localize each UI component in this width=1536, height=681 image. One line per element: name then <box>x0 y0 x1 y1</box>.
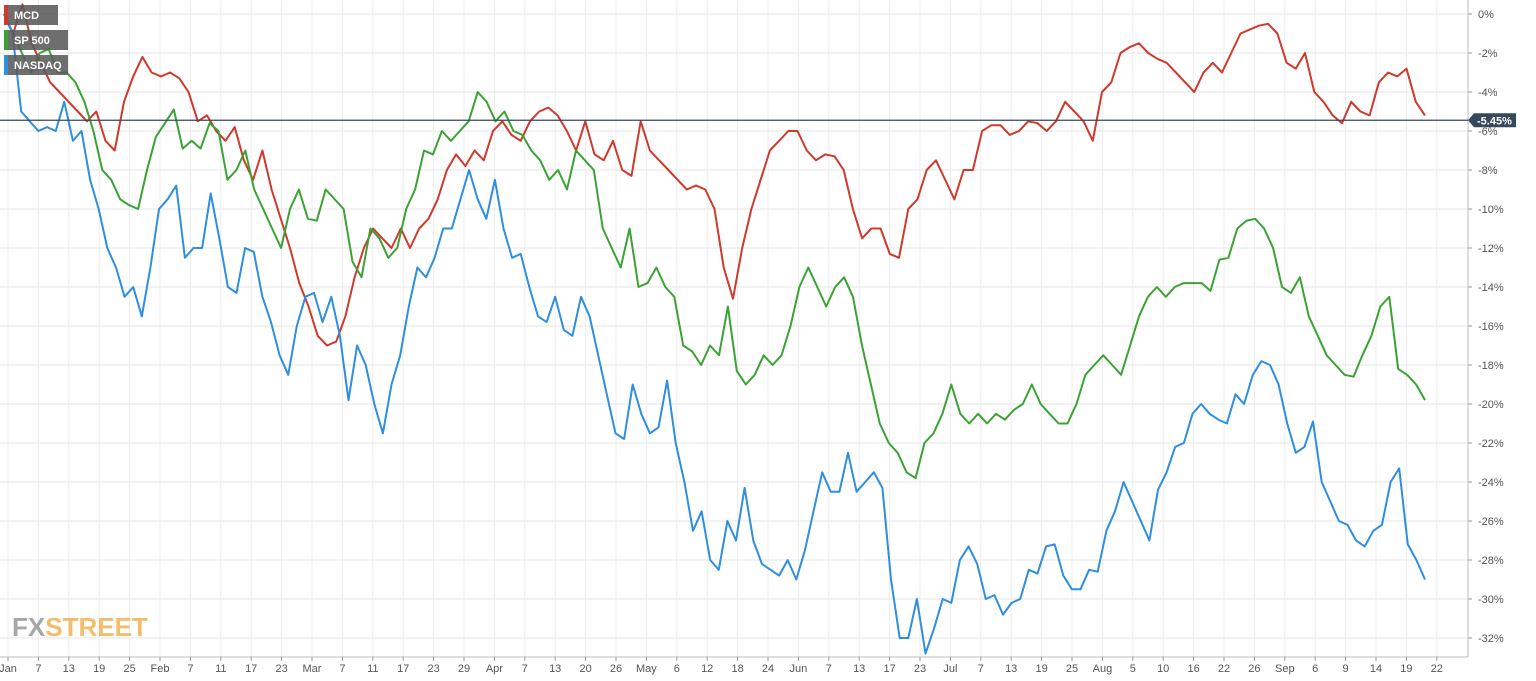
x-tick-label: 13 <box>853 663 865 675</box>
x-axis-ticks: Jan 7 13 19 25 Feb 7 11 17 23 Mar 7 11 17 23 29 Apr 7 13 20… <box>0 657 1443 675</box>
legend-swatch <box>4 55 8 75</box>
x-tick-label: 13 <box>549 663 561 675</box>
x-tick-label: 7 <box>35 663 41 675</box>
y-tick-label: -24% <box>1478 477 1504 489</box>
x-tick-label: 24 <box>762 663 774 675</box>
legend-box <box>8 55 68 75</box>
y-tick-label: -22% <box>1478 438 1504 450</box>
series-lines <box>3 3 1426 655</box>
x-tick-label: 7 <box>826 663 832 675</box>
x-tick-label: 13 <box>63 663 75 675</box>
x-tick-label: 7 <box>187 663 193 675</box>
legend-label: MCD <box>14 10 39 22</box>
fxstreet-logo: FXSTREET <box>12 612 148 642</box>
logo-part-fx: FX <box>12 612 46 642</box>
x-tick-label: Aug <box>1093 663 1113 675</box>
legend-box <box>8 30 68 50</box>
y-tick-label: -6% <box>1478 126 1498 138</box>
legend[interactable]: MCD SP 500 NASDAQ <box>4 5 68 75</box>
series-line-nasdaq <box>3 13 1426 655</box>
x-tick-label: 17 <box>883 663 895 675</box>
legend-item-sp-500[interactable]: SP 500 <box>4 30 68 50</box>
x-tick-label: 20 <box>579 663 591 675</box>
y-tick-label: 0% <box>1478 9 1494 21</box>
x-tick-label: 7 <box>978 663 984 675</box>
x-tick-label: 14 <box>1370 663 1382 675</box>
y-tick-label: -26% <box>1478 516 1504 528</box>
x-tick-label: 23 <box>427 663 439 675</box>
legend-swatch <box>4 5 8 25</box>
x-tick-label: Feb <box>151 663 170 675</box>
x-tick-label: 17 <box>245 663 257 675</box>
x-tick-label: 11 <box>215 663 226 675</box>
x-tick-label: 17 <box>397 663 409 675</box>
legend-item-mcd[interactable]: MCD <box>4 5 58 25</box>
x-tick-label: 6 <box>1312 663 1318 675</box>
x-tick-label: 22 <box>1431 663 1443 675</box>
x-tick-label: 23 <box>275 663 287 675</box>
x-tick-label: 19 <box>1400 663 1412 675</box>
x-tick-label: 9 <box>1343 663 1349 675</box>
x-tick-label: 7 <box>339 663 345 675</box>
x-tick-label: Jul <box>943 663 957 675</box>
reference-label-box <box>1468 113 1516 128</box>
y-tick-label: -28% <box>1478 555 1504 567</box>
x-tick-label: 19 <box>1035 663 1047 675</box>
legend-swatch <box>4 30 8 50</box>
y-tick-label: -12% <box>1478 243 1504 255</box>
x-tick-label: 18 <box>731 663 743 675</box>
y-axis-ticks: 0% -2% -4% -6% -8% -10% -12% -14% -16% -18% -20% -2… <box>1468 9 1504 645</box>
x-tick-label: 29 <box>458 663 470 675</box>
x-tick-label: Jan <box>0 663 17 675</box>
y-tick-label: -16% <box>1478 321 1504 333</box>
x-tick-label: 26 <box>1248 663 1260 675</box>
reference-label: -5.45% <box>1477 115 1512 127</box>
legend-box <box>8 5 58 25</box>
x-tick-label: 22 <box>1218 663 1230 675</box>
legend-label: SP 500 <box>14 35 50 47</box>
x-tick-label: Jun <box>790 663 808 675</box>
y-tick-label: -20% <box>1478 399 1504 411</box>
x-tick-label: 25 <box>123 663 135 675</box>
x-tick-label: 26 <box>610 663 622 675</box>
y-tick-label: -30% <box>1478 594 1504 606</box>
x-tick-label: 13 <box>1005 663 1017 675</box>
series-line-sp-500 <box>3 13 1426 480</box>
logo-part-street: STREET <box>45 612 148 642</box>
y-tick-label: -18% <box>1478 360 1504 372</box>
x-tick-label: 12 <box>701 663 713 675</box>
x-tick-label: May <box>636 663 657 675</box>
axes <box>0 0 1469 658</box>
x-tick-label: 6 <box>674 663 680 675</box>
x-tick-label: 7 <box>522 663 528 675</box>
x-tick-label: 25 <box>1066 663 1078 675</box>
legend-label: NASDAQ <box>14 60 62 72</box>
y-tick-label: -10% <box>1478 204 1504 216</box>
y-tick-label: -4% <box>1478 87 1498 99</box>
x-tick-label: 19 <box>93 663 105 675</box>
x-tick-label: 5 <box>1130 663 1136 675</box>
x-tick-label: Apr <box>486 663 503 675</box>
series-line-mcd <box>3 3 1426 347</box>
reference-line-group: -5.45% <box>0 113 1516 128</box>
y-tick-label: -2% <box>1478 48 1498 60</box>
x-tick-label: 23 <box>914 663 926 675</box>
y-tick-label: -14% <box>1478 282 1504 294</box>
legend-item-nasdaq[interactable]: NASDAQ <box>4 55 68 75</box>
y-tick-label: -8% <box>1478 165 1498 177</box>
x-tick-label: 10 <box>1157 663 1169 675</box>
x-tick-label: 16 <box>1187 663 1199 675</box>
x-tick-label: 11 <box>367 663 378 675</box>
svg-text:FXSTREET: FXSTREET <box>12 612 148 642</box>
grid <box>0 0 1468 657</box>
y-tick-label: -32% <box>1478 633 1504 645</box>
x-tick-label: Sep <box>1275 663 1295 675</box>
x-tick-label: Mar <box>303 663 322 675</box>
